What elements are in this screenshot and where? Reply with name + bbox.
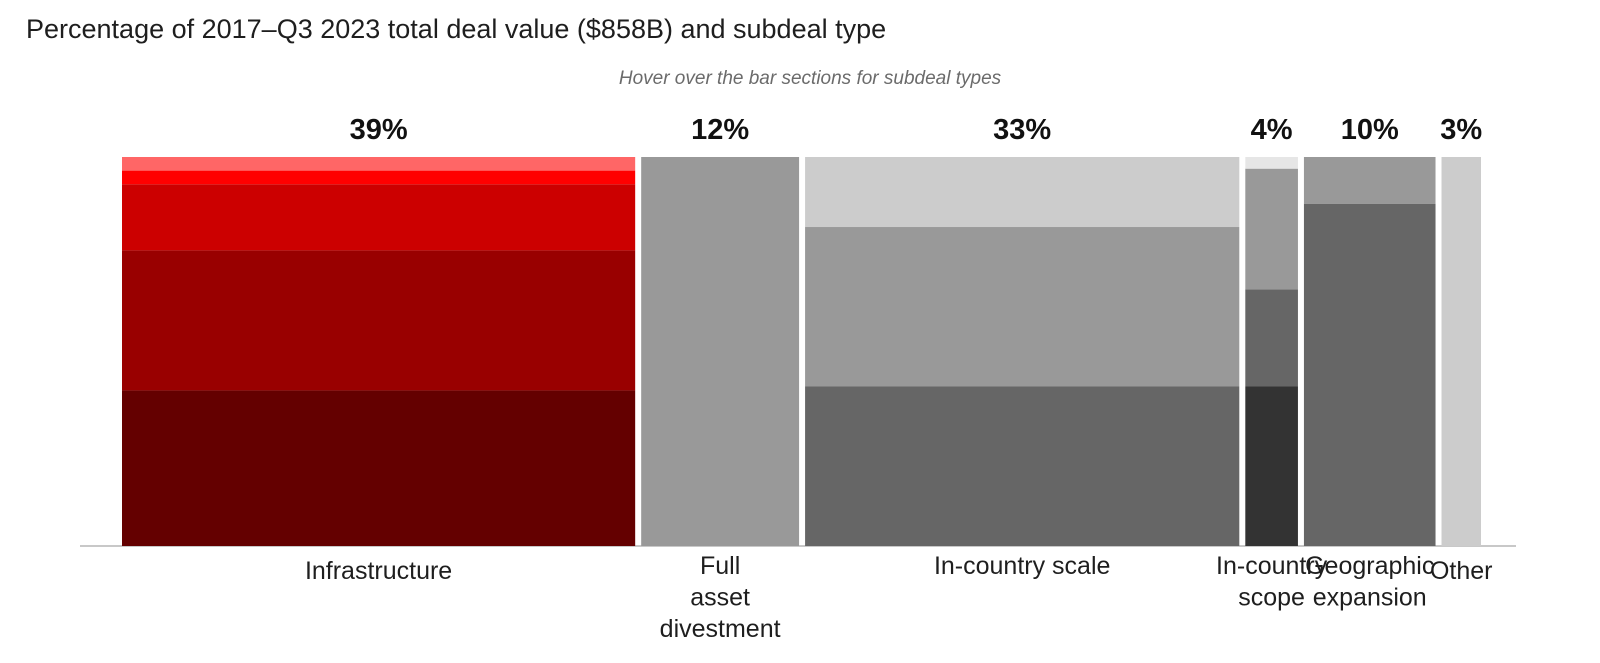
bar-segment-in-country-scope-2[interactable] — [1245, 289, 1298, 387]
bar-segment-in-country-scope-4[interactable] — [1245, 157, 1298, 169]
bar-segment-in-country-scope-1[interactable] — [1245, 386, 1298, 546]
bar-segment-geographic-expansion-2[interactable] — [1303, 157, 1436, 204]
category-label-in-country-scope-line-1: In-country — [1216, 552, 1328, 580]
category-label-other-line-1: Other — [1430, 557, 1493, 585]
category-label-infrastructure-line-1: Infrastructure — [305, 557, 452, 585]
bar-in-country-scale[interactable] — [805, 157, 1240, 546]
bar-segment-in-country-scope-3[interactable] — [1245, 168, 1298, 290]
bar-in-country-scope[interactable] — [1245, 157, 1298, 546]
bar-segment-other-1[interactable] — [1441, 157, 1481, 546]
category-label-in-country-scope-line-2: scope — [1238, 584, 1305, 612]
category-label-in-country-scale-line-1: In-country scale — [934, 552, 1110, 580]
share-label-in-country-scale: 33% — [993, 114, 1051, 146]
labels-layer: 39% Infrastructure 12% Full asset divestment 3… — [305, 114, 1493, 643]
bar-segment-in-country-scale-2[interactable] — [805, 227, 1240, 387]
category-label-geographic-expansion-line-1: Geographic — [1305, 552, 1434, 580]
share-label-other: 3% — [1440, 114, 1482, 146]
category-label-full-asset-divestment-line-3: divestment — [660, 615, 781, 643]
bar-segment-infrastructure-2[interactable] — [122, 250, 636, 391]
bar-segment-in-country-scale-1[interactable] — [805, 386, 1240, 546]
bar-geographic-expansion[interactable] — [1303, 157, 1436, 546]
share-label-full-asset-divestment: 12% — [691, 114, 749, 146]
chart-subtitle: Hover over the bar sections for subdeal … — [618, 68, 1002, 89]
bar-infrastructure[interactable] — [122, 157, 636, 546]
bar-segment-geographic-expansion-1[interactable] — [1303, 203, 1436, 546]
bar-segment-in-country-scale-3[interactable] — [805, 157, 1240, 228]
bar-full-asset-divestment[interactable] — [641, 157, 800, 546]
category-label-full-asset-divestment-line-2: asset — [690, 584, 750, 612]
bar-segment-full-asset-divestment-1[interactable] — [641, 157, 800, 546]
bar-other[interactable] — [1441, 157, 1481, 546]
bar-segment-infrastructure-5[interactable] — [122, 157, 636, 171]
share-label-geographic-expansion: 10% — [1341, 114, 1399, 146]
share-label-in-country-scope: 4% — [1251, 114, 1293, 146]
category-label-geographic-expansion-line-2: expansion — [1313, 584, 1427, 612]
share-label-infrastructure: 39% — [350, 114, 408, 146]
bars-layer — [122, 157, 1481, 546]
chart-title: Percentage of 2017–Q3 2023 total deal va… — [26, 14, 887, 44]
category-label-full-asset-divestment-line-1: Full — [700, 552, 740, 580]
bar-segment-infrastructure-4[interactable] — [122, 170, 636, 185]
bar-segment-infrastructure-3[interactable] — [122, 184, 636, 251]
bar-segment-infrastructure-1[interactable] — [122, 390, 636, 546]
